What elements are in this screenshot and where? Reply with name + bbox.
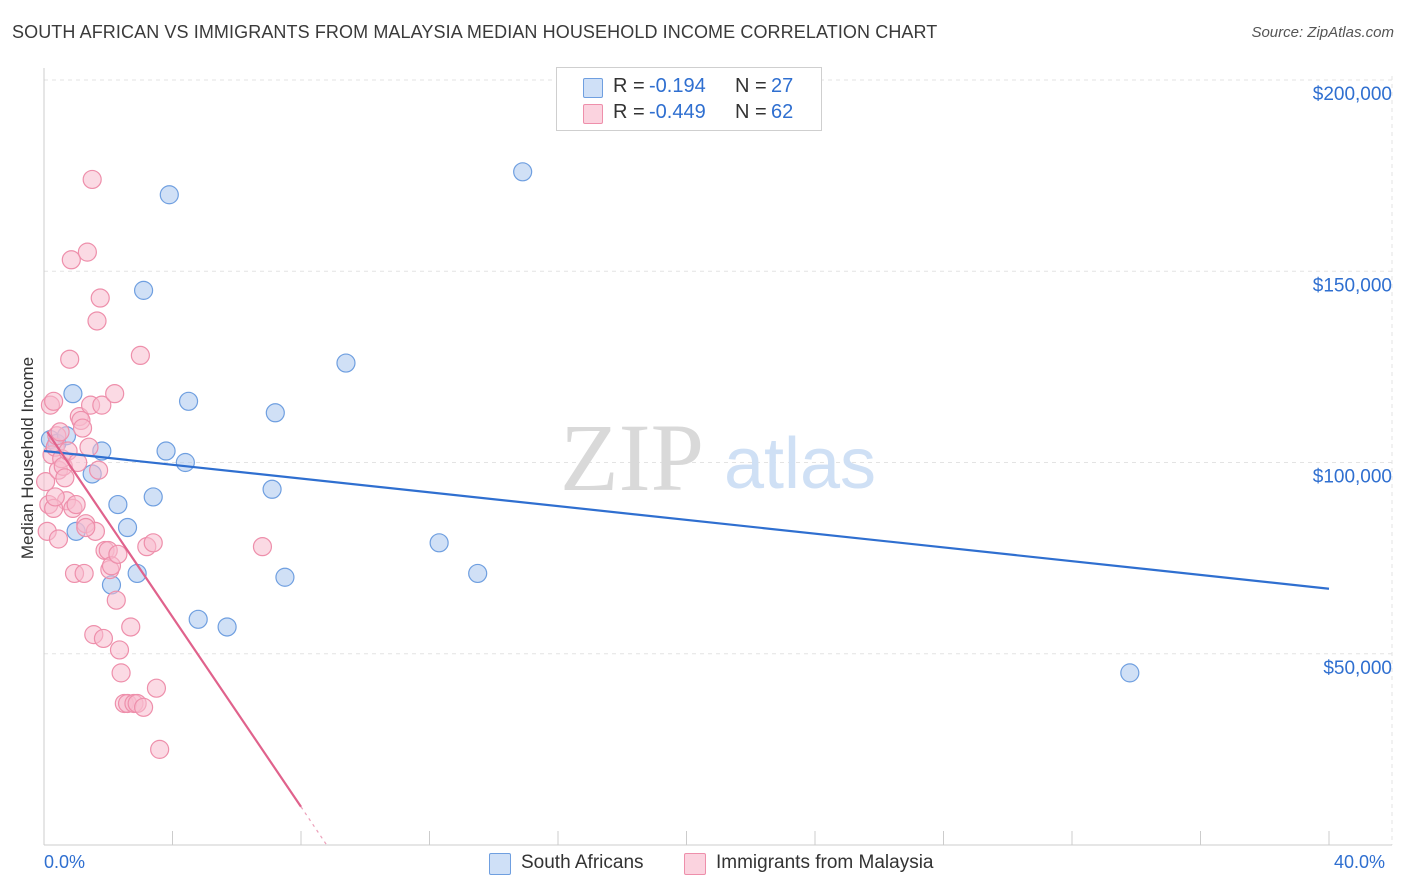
y-tick-label: $100,000 [1313, 467, 1392, 488]
y-tick-label: $200,000 [1313, 84, 1392, 105]
point-malaysia-immigrant [55, 468, 75, 488]
point-malaysia-immigrant [143, 533, 163, 553]
legend-label: South Africans [521, 852, 644, 873]
legend-swatch-immigrants-from-malaysia [684, 853, 706, 875]
r-label: R = [613, 75, 645, 97]
point-south-african [178, 391, 199, 411]
point-south-african [275, 567, 295, 587]
r-label: R = [613, 101, 645, 123]
n-value: 62 [771, 101, 794, 123]
source-attribution: Source: ZipAtlas.com [1251, 24, 1394, 41]
point-south-african [336, 353, 356, 373]
point-malaysia-immigrant [92, 395, 112, 415]
n-label: N = [735, 75, 767, 97]
n-value: 27 [771, 75, 794, 97]
point-south-african [265, 403, 285, 423]
point-malaysia-immigrant [105, 384, 125, 404]
point-south-african [468, 563, 488, 584]
point-south-african [159, 185, 179, 205]
point-south-african [175, 452, 195, 473]
axes [43, 68, 1392, 846]
r-value: -0.194 [649, 75, 706, 97]
gridlines [44, 76, 1393, 845]
legend-label: Immigrants from Malaysia [716, 852, 934, 873]
stats-swatch-immigrants-from-malaysia [583, 104, 603, 124]
point-malaysia-immigrant [77, 242, 97, 262]
point-south-african [429, 533, 449, 553]
r-value: -0.449 [649, 101, 706, 123]
point-malaysia-immigrant [150, 739, 170, 759]
y-tick-labels: $50,000 $100,000 $150,000 $200,000 [1313, 84, 1392, 679]
point-malaysia-immigrant [108, 544, 128, 564]
point-south-african [513, 162, 533, 182]
point-south-african [108, 494, 128, 515]
point-malaysia-immigrant [87, 311, 107, 331]
point-south-african [1120, 663, 1140, 683]
watermark-zip: ZIP [560, 404, 704, 511]
trend-lines [43, 431, 1330, 846]
x-tick-min: 0.0% [44, 852, 86, 872]
point-south-african [63, 384, 83, 404]
point-malaysia-immigrant [82, 169, 102, 190]
point-malaysia-immigrant [72, 418, 93, 438]
point-malaysia-immigrant [90, 288, 110, 308]
point-malaysia-immigrant [61, 250, 81, 270]
point-malaysia-immigrant [66, 494, 86, 515]
point-malaysia-immigrant [50, 422, 70, 442]
y-tick-label: $50,000 [1323, 658, 1392, 679]
n-label: N = [735, 101, 767, 123]
point-malaysia-immigrant [93, 628, 114, 649]
point-malaysia-immigrant [48, 529, 69, 549]
y-tick-label: $150,000 [1313, 275, 1392, 296]
stats-swatch-south-africans [583, 78, 603, 98]
point-malaysia-immigrant [130, 345, 150, 365]
point-malaysia-immigrant [79, 437, 99, 457]
point-malaysia-immigrant [89, 460, 109, 480]
point-south-african [143, 487, 163, 507]
point-malaysia-immigrant [36, 472, 56, 492]
point-malaysia-immigrant [45, 487, 65, 507]
point-malaysia-immigrant [60, 349, 80, 369]
point-malaysia-immigrant [133, 697, 154, 717]
x-tick-max: 40.0% [1334, 852, 1386, 872]
series-immigrants-from-malaysia [36, 169, 273, 759]
point-malaysia-immigrant [76, 517, 96, 538]
point-malaysia-immigrant [252, 537, 273, 557]
legend-swatch-south-africans [489, 853, 511, 875]
trend-line-south-africans [43, 449, 1330, 590]
watermark: ZIP atlas [560, 404, 876, 511]
point-malaysia-immigrant [106, 590, 126, 610]
point-malaysia-immigrant [109, 640, 130, 660]
point-malaysia-immigrant [146, 678, 167, 698]
point-malaysia-immigrant [44, 391, 64, 411]
point-south-african [188, 609, 208, 629]
point-south-african [156, 441, 176, 461]
point-south-african [117, 517, 138, 538]
point-south-african [217, 617, 237, 637]
trend-line-malaysia [46, 431, 302, 808]
point-south-african [262, 479, 282, 499]
watermark-atlas: atlas [724, 424, 876, 504]
point-south-african [133, 280, 154, 300]
chart-title: SOUTH AFRICAN VS IMMIGRANTS FROM MALAYSI… [12, 22, 938, 42]
point-malaysia-immigrant [74, 563, 94, 584]
trend-line-malaysia-extension [300, 806, 328, 846]
point-malaysia-immigrant [121, 617, 141, 637]
stats-box: R = -0.194 N = 27 R = -0.449 N = 62 [556, 67, 822, 131]
point-malaysia-immigrant [111, 663, 131, 683]
